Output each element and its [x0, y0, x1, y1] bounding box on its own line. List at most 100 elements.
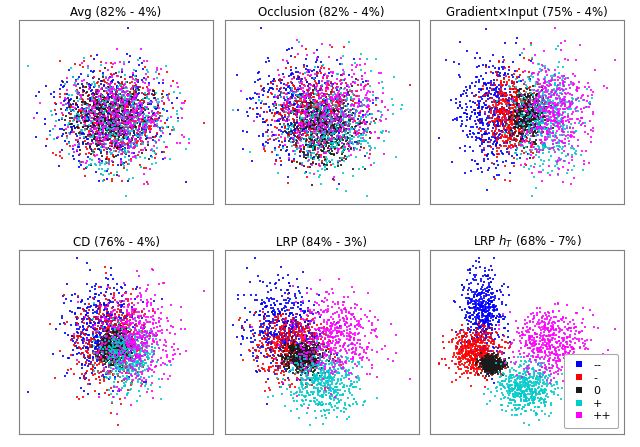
Point	[567, 346, 577, 353]
Point	[106, 110, 116, 118]
Point	[498, 158, 508, 165]
Point	[105, 347, 115, 354]
Point	[473, 342, 483, 349]
Point	[558, 342, 568, 350]
Point	[125, 100, 135, 107]
Point	[303, 354, 313, 362]
Point	[475, 333, 485, 341]
Point	[524, 118, 534, 126]
Point	[529, 112, 539, 119]
Point	[339, 109, 349, 116]
Point	[292, 349, 303, 356]
Point	[120, 312, 130, 320]
Point	[137, 333, 147, 340]
Point	[113, 114, 124, 122]
Point	[101, 270, 111, 277]
Point	[333, 119, 343, 127]
Point	[489, 358, 499, 365]
Point	[531, 356, 541, 363]
Point	[359, 346, 369, 353]
Point	[305, 96, 315, 103]
Point	[296, 366, 306, 373]
Point	[508, 130, 518, 137]
Point	[132, 105, 143, 112]
Point	[119, 159, 129, 166]
Point	[285, 325, 295, 333]
Point	[118, 358, 128, 365]
Point	[93, 346, 103, 354]
Point	[70, 342, 81, 349]
Point	[305, 101, 316, 108]
Point	[90, 112, 100, 119]
Point	[353, 322, 364, 329]
Point	[544, 329, 554, 336]
Point	[88, 361, 99, 368]
Point	[467, 333, 477, 341]
Point	[107, 175, 117, 182]
Point	[335, 99, 345, 106]
Point	[92, 305, 102, 312]
Point	[99, 347, 109, 354]
Point	[561, 74, 572, 81]
Point	[113, 359, 124, 367]
Point	[529, 108, 540, 115]
Point	[493, 101, 504, 108]
Point	[164, 330, 175, 337]
Point	[535, 114, 545, 122]
Point	[113, 349, 123, 356]
Point	[492, 71, 502, 78]
Point	[107, 337, 117, 344]
Point	[491, 358, 501, 365]
Point	[516, 396, 526, 403]
Point	[131, 350, 141, 358]
Point	[132, 132, 142, 139]
Point	[131, 327, 141, 334]
Point	[81, 110, 92, 117]
Point	[475, 319, 485, 326]
Point	[129, 306, 139, 313]
Point	[340, 388, 351, 395]
Point	[107, 71, 117, 78]
Point	[302, 355, 312, 363]
Point	[62, 105, 72, 112]
Point	[318, 328, 328, 335]
Point	[370, 144, 380, 152]
Point	[297, 294, 307, 301]
Point	[278, 56, 289, 63]
Point	[106, 120, 116, 127]
Point	[142, 285, 152, 292]
Point	[73, 141, 83, 148]
Point	[142, 92, 152, 99]
Point	[285, 322, 296, 329]
Point	[315, 342, 325, 350]
Point	[487, 87, 497, 94]
Point	[319, 344, 329, 351]
Point	[483, 325, 493, 332]
Point	[335, 136, 346, 143]
Point	[308, 372, 319, 380]
Point	[502, 394, 513, 401]
Point	[478, 338, 488, 346]
Point	[138, 118, 148, 126]
Point	[306, 135, 316, 143]
Point	[509, 70, 519, 77]
Point	[102, 308, 113, 316]
Point	[515, 393, 525, 400]
Point	[300, 349, 310, 356]
Point	[93, 116, 103, 123]
Point	[559, 99, 570, 106]
Point	[550, 71, 560, 78]
Point	[454, 360, 464, 367]
Point	[527, 382, 538, 389]
Point	[320, 360, 330, 367]
Point	[301, 353, 312, 360]
Point	[488, 367, 498, 375]
Point	[543, 96, 554, 103]
Point	[508, 95, 518, 102]
Point	[117, 78, 127, 85]
Point	[306, 101, 316, 109]
Point	[522, 368, 532, 375]
Point	[302, 325, 312, 332]
Point	[347, 283, 357, 291]
Point	[493, 370, 504, 377]
